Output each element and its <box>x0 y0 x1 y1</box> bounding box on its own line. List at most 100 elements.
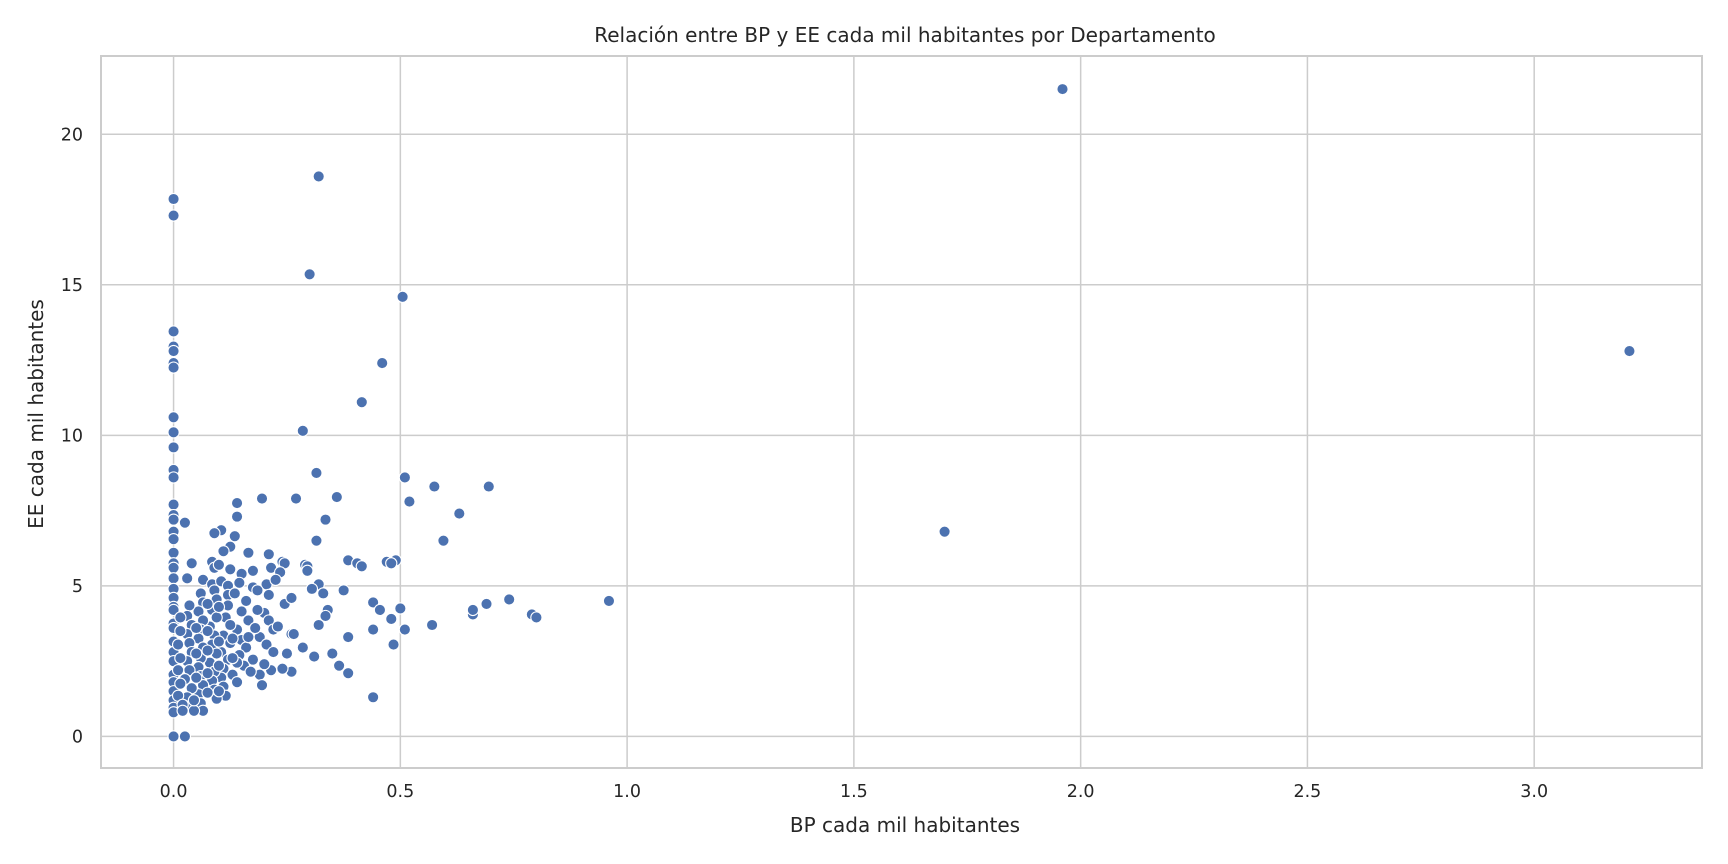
scatter-point <box>167 533 180 546</box>
scatter-point <box>453 507 466 520</box>
y-axis-label: EE cada mil habitantes <box>24 299 48 529</box>
scatter-point <box>174 624 187 638</box>
scatter-point <box>226 651 239 665</box>
scatter-point <box>185 557 198 570</box>
scatter-point <box>482 480 495 493</box>
scatter-point <box>201 597 214 611</box>
scatter-point <box>326 647 339 660</box>
scatter-point <box>396 290 409 303</box>
scatter-point <box>530 611 543 624</box>
scatter-point <box>201 644 214 657</box>
scatter-point <box>228 530 241 543</box>
scatter-point <box>1623 344 1636 358</box>
scatter-point <box>342 667 355 680</box>
scatter-point <box>190 621 203 635</box>
scatter-point <box>398 623 412 636</box>
y-tick-label: 0 <box>72 727 83 747</box>
scatter-point <box>310 466 323 480</box>
scatter-point <box>342 630 355 644</box>
scatter-point <box>330 490 343 504</box>
x-tick-label: 2.0 <box>1067 782 1095 802</box>
scatter-point <box>233 576 246 589</box>
scatter-point <box>398 471 412 484</box>
scatter-point <box>285 591 298 605</box>
scatter-point <box>171 664 185 677</box>
scatter-point <box>260 638 273 651</box>
scatter-point <box>258 657 271 671</box>
scatter-point <box>167 325 180 338</box>
scatter-point <box>217 545 230 558</box>
x-tick-label: 0.0 <box>160 782 188 802</box>
scatter-point <box>319 513 332 526</box>
scatter-point <box>296 641 309 654</box>
chart-title: Relación entre BP y EE cada mil habitant… <box>594 23 1216 47</box>
scatter-point <box>228 587 241 600</box>
scatter-point <box>480 597 493 611</box>
scatter-point <box>355 396 368 409</box>
scatter-point <box>332 659 346 672</box>
x-tick-label: 0.5 <box>386 782 414 802</box>
scatter-point <box>249 621 262 635</box>
scatter-point <box>310 534 323 547</box>
scatter-point <box>212 659 226 672</box>
scatter-point <box>303 268 316 281</box>
scatter-point <box>190 671 203 684</box>
scatter-point <box>255 679 269 692</box>
scatter-point <box>178 730 192 743</box>
scatter-point <box>385 612 398 626</box>
scatter-point <box>167 426 180 439</box>
scatter-point <box>246 653 260 666</box>
ticks-layer: 0.0 0.5 1.0 1.5 2.0 2.5 3.0 0 5 10 15 20 <box>61 125 1548 802</box>
scatter-point <box>212 600 226 614</box>
scatter-point <box>301 564 314 577</box>
scatter-point <box>181 572 194 585</box>
scatter-point <box>226 632 239 645</box>
scatter-point <box>239 594 253 608</box>
scatter-point <box>428 480 441 493</box>
x-tick-label: 1.5 <box>840 782 868 802</box>
scatter-point <box>230 496 244 510</box>
scatter-point <box>167 603 180 617</box>
scatter-point <box>267 645 280 659</box>
scatter-point <box>280 647 294 660</box>
scatter-point <box>212 685 226 698</box>
scatter-point <box>201 686 214 699</box>
scatter-point <box>255 492 269 505</box>
grid-layer <box>101 56 1702 768</box>
scatter-point <box>385 557 398 570</box>
plot-frame <box>100 55 1703 769</box>
scatter-point <box>242 546 255 559</box>
scatter-point <box>262 548 275 561</box>
scatter-point <box>167 498 180 511</box>
scatter-point <box>319 609 332 623</box>
scatter-point <box>276 662 289 675</box>
y-tick-label: 15 <box>61 276 83 296</box>
scatter-point <box>246 564 260 577</box>
scatter-point <box>244 665 257 678</box>
scatter-point <box>312 618 325 632</box>
scatter-point <box>174 677 187 690</box>
scatter-point <box>167 361 180 374</box>
scatter-point <box>176 704 189 717</box>
scatter-point <box>394 602 407 615</box>
scatter-point <box>317 587 330 600</box>
scatter-point <box>1056 82 1069 96</box>
scatter-point <box>212 635 226 648</box>
scatter-point <box>387 638 400 651</box>
scatter-point <box>167 572 180 585</box>
scatter-point <box>224 563 237 576</box>
x-tick-label: 1.0 <box>613 782 641 802</box>
scatter-point <box>305 582 319 596</box>
scatter-point <box>178 516 192 529</box>
scatter-point <box>174 651 187 665</box>
scatter-point <box>230 510 244 523</box>
scatter-point <box>167 513 180 526</box>
scatter-point <box>262 588 275 602</box>
scatter-point <box>183 599 196 612</box>
x-axis-label: BP cada mil habitantes <box>790 813 1020 837</box>
scatter-point <box>296 424 309 437</box>
scatter-point <box>212 558 226 571</box>
scatter-point <box>208 527 221 540</box>
scatter-point <box>242 614 255 627</box>
